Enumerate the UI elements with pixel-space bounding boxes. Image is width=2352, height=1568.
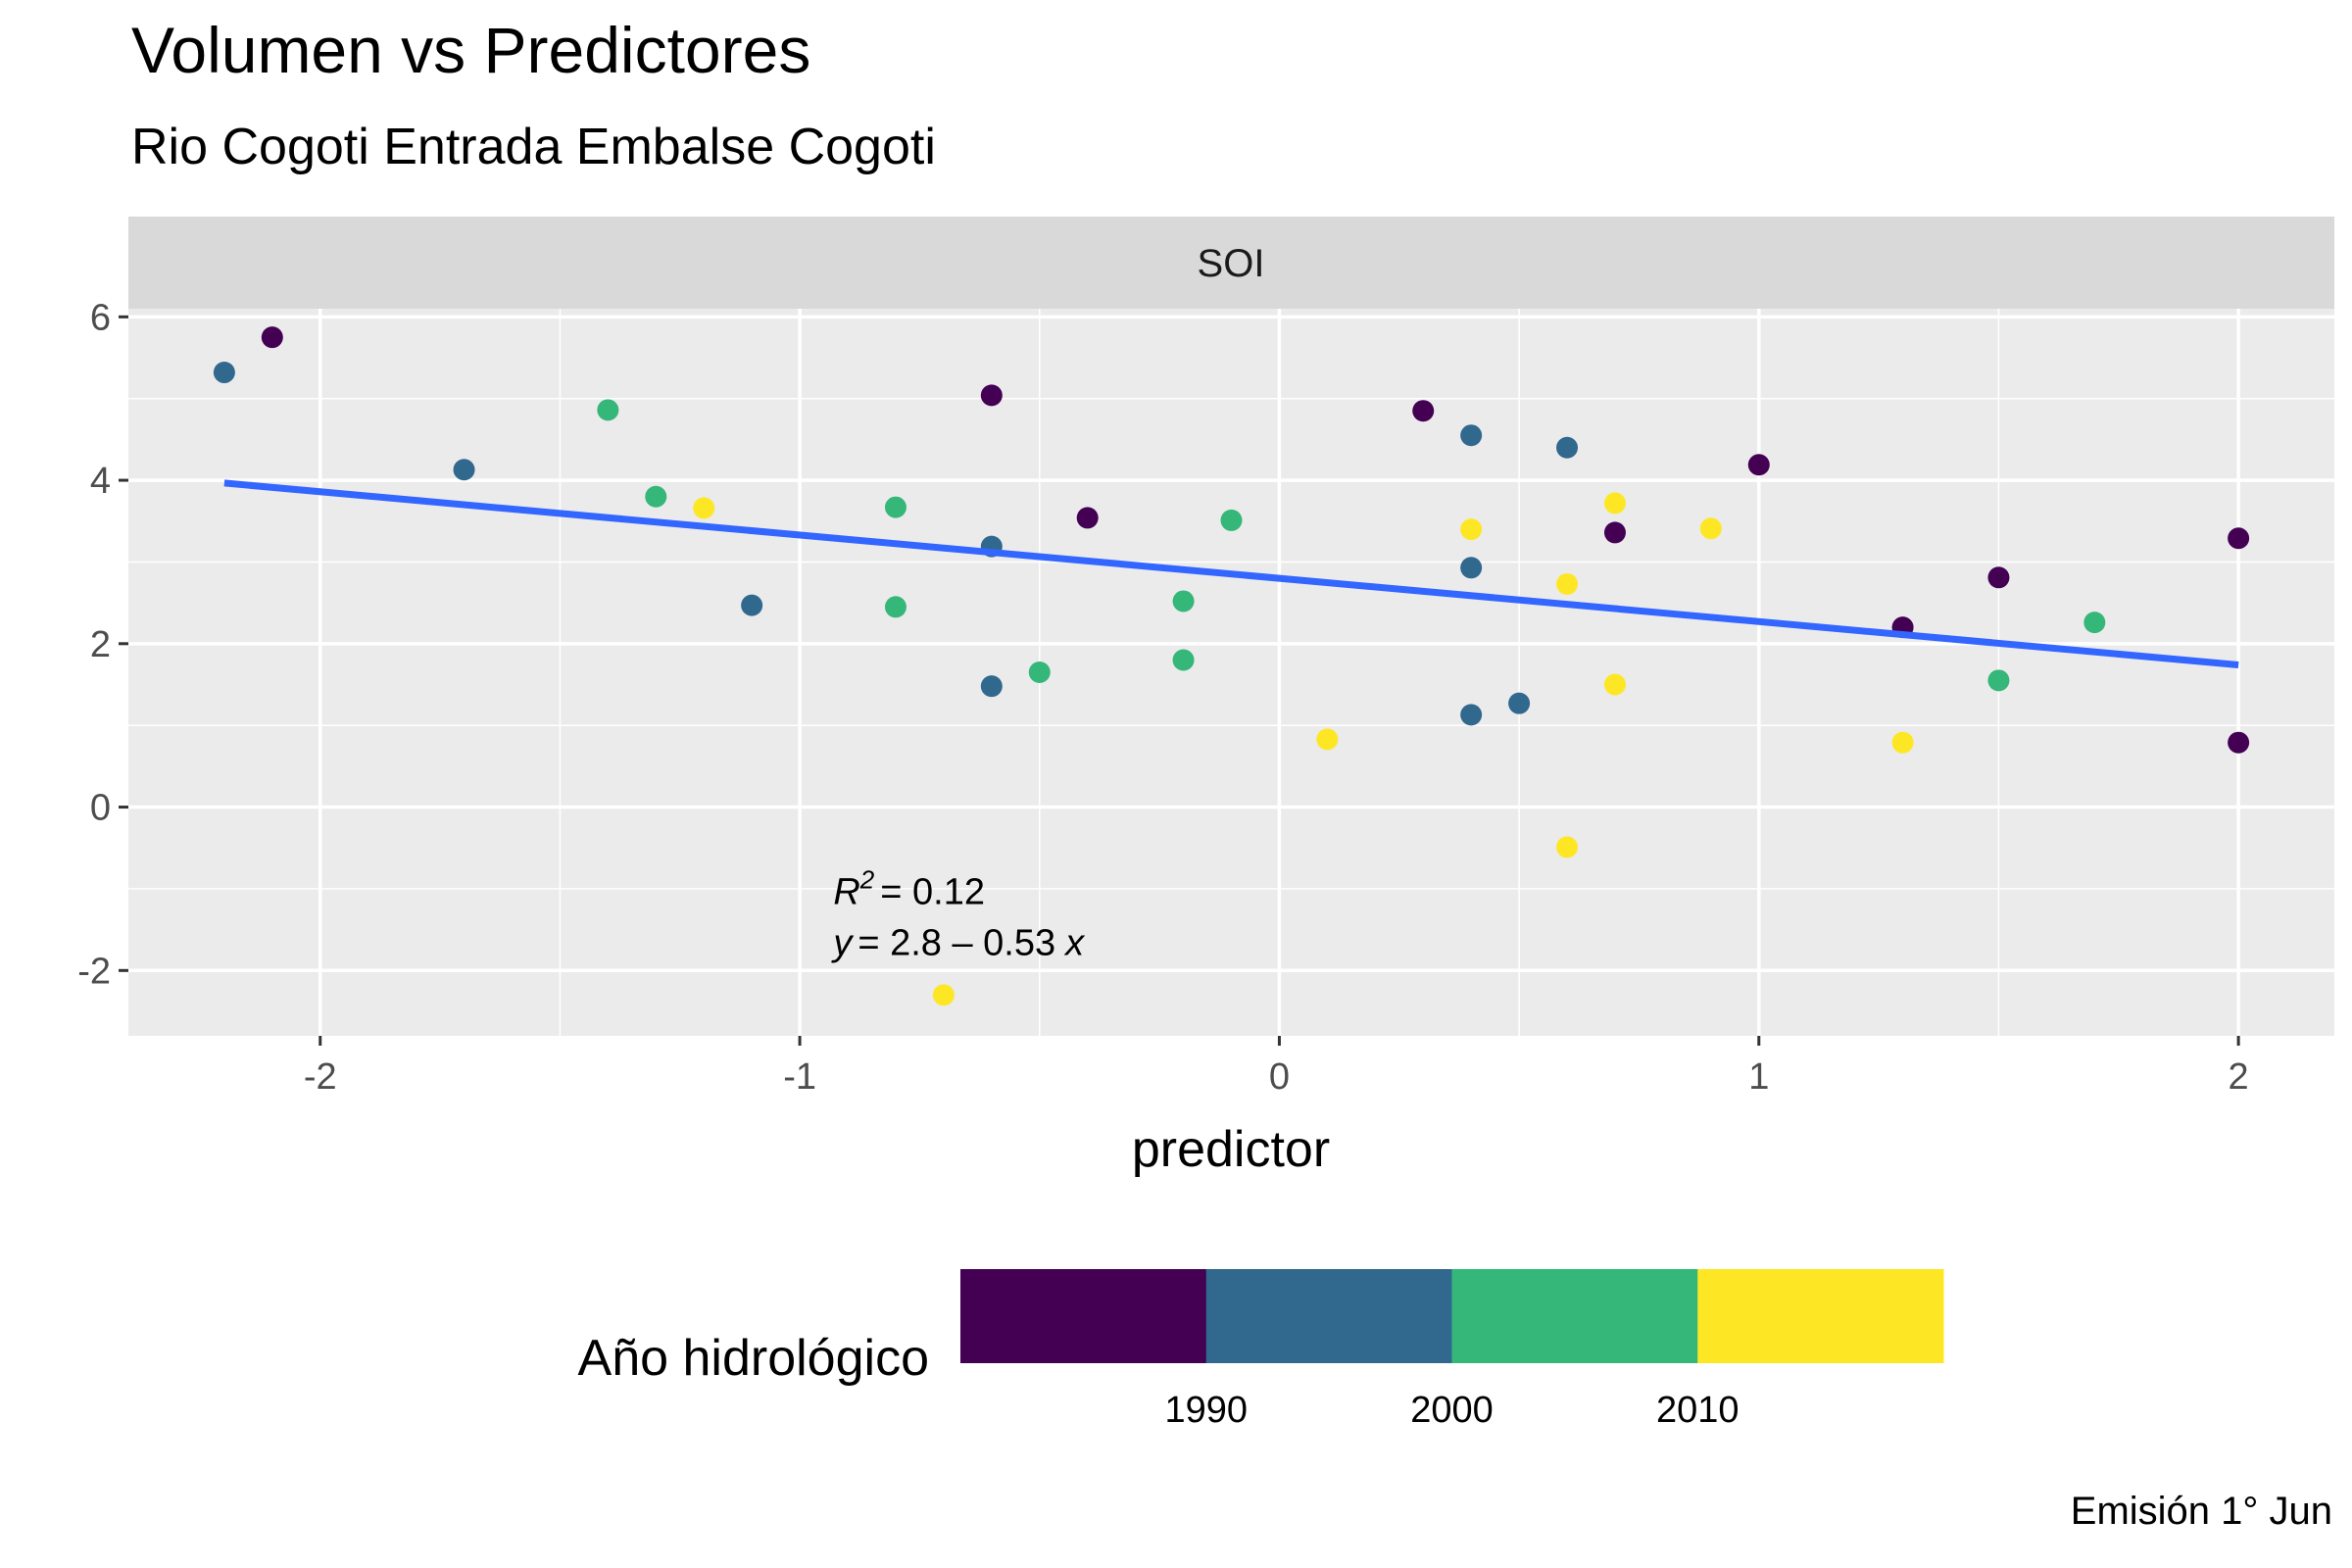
legend-break-label: 2010: [1656, 1390, 1740, 1431]
data-point: [2083, 612, 2106, 634]
x-tick-label: -2: [304, 1056, 337, 1098]
data-point: [1172, 649, 1195, 671]
data-point: [1603, 521, 1626, 544]
data-point: [1987, 566, 2010, 589]
regression-equation: y = 2.8 – 0.53 x: [830, 922, 1086, 963]
data-point: [1556, 836, 1579, 858]
x-axis: -2 -1 0 1 2: [304, 1036, 2249, 1098]
data-point: [213, 362, 235, 384]
y-tick-label: -2: [77, 951, 111, 992]
equation-y-symbol: y: [830, 922, 854, 963]
x-tick-label: 1: [1748, 1056, 1769, 1098]
data-point: [1556, 436, 1579, 459]
legend-color-bin: [1697, 1269, 1944, 1363]
issue-caption: Emisión 1° Jun: [2070, 1490, 2332, 1533]
color-legend-bar: [960, 1269, 1944, 1363]
data-point: [884, 496, 906, 518]
legend-break-label: 2000: [1410, 1390, 1494, 1431]
r-squared-value: = 0.12: [880, 871, 985, 912]
data-point: [1412, 400, 1435, 422]
legend-color-bin: [960, 1269, 1207, 1363]
r-squared-annotation: R2 = 0.12: [833, 864, 985, 912]
y-tick-label: 0: [90, 788, 111, 829]
legend-color-bin: [1451, 1269, 1698, 1363]
facet-strip: [128, 217, 2334, 309]
data-point: [1460, 518, 1483, 541]
r-squared-symbol: R: [833, 871, 859, 912]
x-tick-label: -1: [783, 1056, 816, 1098]
facet-strip-label: SOI: [1198, 242, 1265, 285]
y-axis: -2 0 2 4 6: [77, 297, 128, 992]
data-point: [1603, 673, 1626, 696]
data-point: [980, 675, 1003, 698]
data-point: [1316, 728, 1339, 751]
chart-subtitle: Rio Cogoti Entrada Embalse Cogoti: [131, 119, 936, 175]
color-legend-ticks: 1990 2000 2010: [1164, 1390, 1739, 1431]
data-point: [932, 984, 955, 1006]
data-point: [1987, 669, 2010, 692]
panel-background: [128, 309, 2334, 1036]
data-point: [2228, 731, 2250, 754]
data-point: [1508, 692, 1531, 714]
data-point: [1556, 572, 1579, 595]
y-tick-label: 2: [90, 624, 111, 665]
data-point: [1028, 662, 1051, 683]
data-point: [453, 459, 475, 481]
x-axis-title: predictor: [1132, 1121, 1330, 1178]
data-point: [645, 485, 667, 508]
equation-body: = 2.8 – 0.53: [858, 922, 1055, 963]
data-point: [693, 497, 715, 519]
x-tick-label: 2: [2229, 1056, 2249, 1098]
data-point: [741, 594, 763, 616]
legend-break-label: 1990: [1164, 1390, 1248, 1431]
data-point: [1891, 731, 1914, 754]
data-point: [980, 384, 1003, 407]
data-point: [1747, 454, 1770, 476]
data-point: [1220, 509, 1243, 531]
data-point: [1699, 517, 1722, 540]
legend-title: Año hidrológico: [578, 1330, 929, 1387]
data-point: [261, 326, 283, 349]
regression-line: [223, 479, 2239, 668]
data-point: [1460, 424, 1483, 447]
data-point: [2228, 527, 2250, 550]
data-point: [1460, 557, 1483, 579]
major-gridlines: [128, 309, 2334, 1036]
data-points: [213, 326, 2250, 1006]
data-point: [1603, 492, 1626, 514]
r-squared-superscript: 2: [859, 864, 875, 894]
data-point: [1076, 507, 1099, 529]
data-point: [884, 596, 906, 618]
x-tick-label: 0: [1269, 1056, 1290, 1098]
y-tick-label: 4: [90, 461, 111, 502]
y-tick-label: 6: [90, 297, 111, 338]
data-point: [1460, 704, 1483, 726]
data-point: [597, 399, 619, 421]
data-point: [1172, 590, 1195, 612]
chart-title: Volumen vs Predictores: [131, 14, 811, 86]
equation-x-symbol: x: [1063, 922, 1086, 963]
legend-color-bin: [1205, 1269, 1452, 1363]
